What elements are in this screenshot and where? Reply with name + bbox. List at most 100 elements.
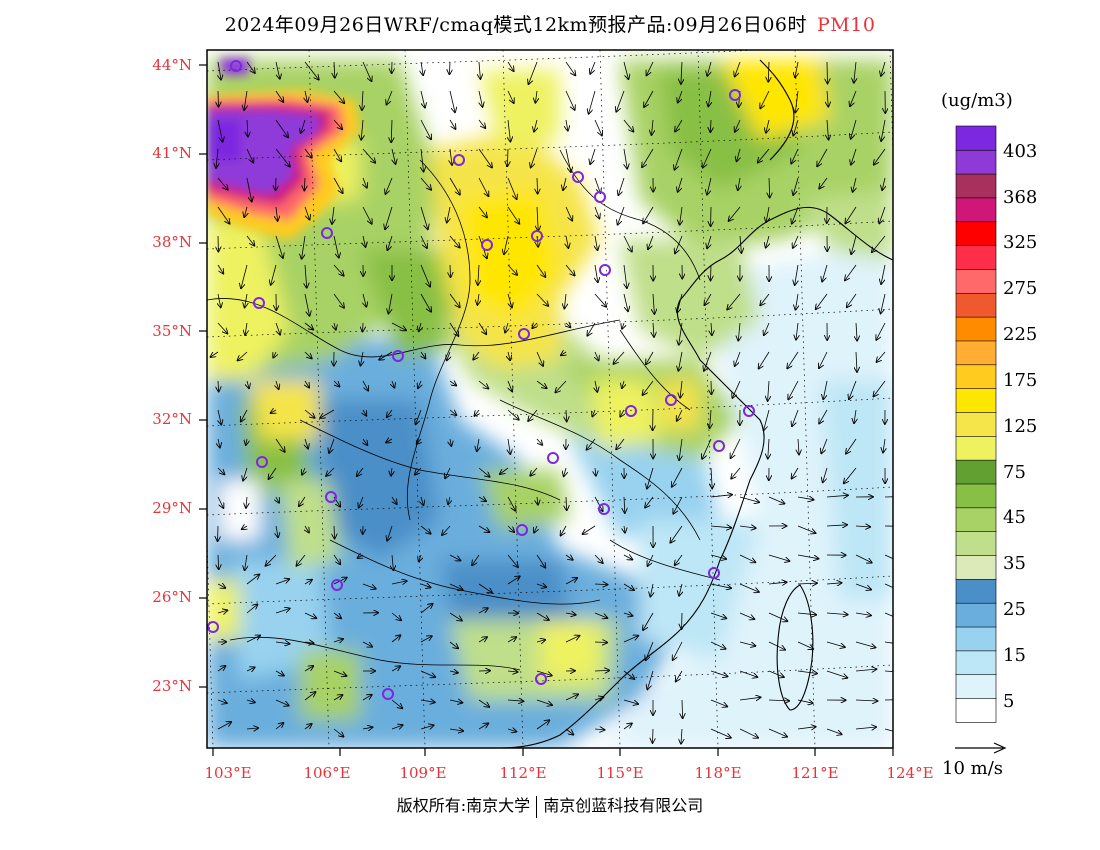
wind-arrow [246,235,254,246]
wind-arrow [673,641,683,660]
wind-arrow [246,636,260,643]
wind-arrow [855,554,872,563]
wind-arrow [478,583,492,593]
wind-arrow [710,699,727,707]
wind-arrow [853,177,856,192]
wind-arrow [819,177,828,189]
wind-arrow [420,177,431,190]
wind-arrow [793,177,799,195]
wind-arrow [447,206,450,222]
wind-arrow [739,670,757,677]
wind-arrow [711,467,712,488]
wind-arrow [623,723,632,730]
wind-arrow [623,235,632,252]
wind-arrow [793,235,799,248]
wind-arrow [242,526,247,529]
boundaries [207,149,721,671]
wind-arrow [876,322,886,340]
wind-arrow [507,264,517,275]
colorbar-label-35: 35 [1003,553,1026,574]
wind-arrow [217,467,224,474]
wind-arrow [787,351,799,368]
wind-arrow [826,670,847,678]
wind-arrow [681,728,682,744]
wind-arrow [478,148,492,168]
wind-arrow [420,725,434,729]
wind-arrow [623,670,634,679]
wind-arrow [217,496,223,508]
wind-arrow [768,380,769,401]
wind-arrow [851,119,857,139]
graticule [207,50,893,748]
wind-arrow [624,148,627,169]
wind-arrow [275,235,283,258]
wind-arrow [708,90,711,106]
wind-arrow [305,90,307,102]
colorbar-swatch [955,149,997,175]
wind-arrow [768,438,769,459]
wind-arrow [678,90,683,103]
wind-arrow [508,119,510,142]
wind-arrow [707,235,711,248]
wind-arrow [387,409,393,417]
wind-arrow [449,612,462,621]
wind-arrow [333,119,342,129]
wind-arrow [450,264,451,277]
wind-arrow [362,61,372,81]
wind-arrow [565,90,575,110]
wind-arrow [246,575,259,585]
wind-arrow [420,235,427,248]
wind-arrow [594,612,607,618]
wind-arrow [565,694,578,701]
wind-arrow [275,642,290,644]
wind-arrow [564,467,566,476]
wind-arrow [731,438,741,458]
wind-arrow [448,496,450,504]
wind-arrow [362,583,376,589]
wind-arrow [447,351,450,360]
wind-legend-arrow [955,742,1007,754]
wind-arrow [796,293,799,310]
wind-arrow [387,90,393,105]
wind-arrow [537,496,538,505]
wind-arrow [420,525,431,534]
colorbar-label-275: 275 [1003,278,1038,299]
wind-arrow [275,671,284,676]
wind-arrow [766,235,769,248]
wind-arrow [536,554,545,568]
wind-arrow [624,496,625,513]
wind-arrow [507,525,514,532]
wind-arrow [477,293,479,305]
wind-arrow [297,554,306,566]
wind-arrow [276,206,278,221]
wind-arrow [826,495,848,497]
wind-arrow [710,641,726,649]
wind-arrow [304,580,312,584]
wind-arrow [363,438,367,445]
colorbar-label-175: 175 [1003,370,1038,391]
wind-arrow [646,351,654,364]
wind-arrow [273,352,276,358]
colorbar-swatch [955,674,997,699]
wind-arrow [334,61,335,78]
wind-arrow [507,177,517,199]
wind-legend-label: 10 m/s [942,758,1003,779]
wind-arrow [758,148,770,163]
concentration-field [207,50,893,748]
wind-arrow [391,581,407,584]
wind-arrow [218,293,221,307]
longitude-line [794,50,816,748]
wind-arrow [363,409,366,416]
lon-label-103: 103°E [204,764,252,782]
wind-arrow [244,206,247,217]
wind-arrow [507,293,512,307]
wind-arrow [768,728,787,737]
wind-arrow [507,148,508,166]
wind-arrow [392,148,396,164]
colorbar-swatch [955,626,997,652]
wind-arrow [566,119,568,131]
wind-arrow [276,380,279,389]
wind-arrow [792,409,799,426]
wind-arrow [504,235,509,254]
wind-arrow [703,148,712,168]
